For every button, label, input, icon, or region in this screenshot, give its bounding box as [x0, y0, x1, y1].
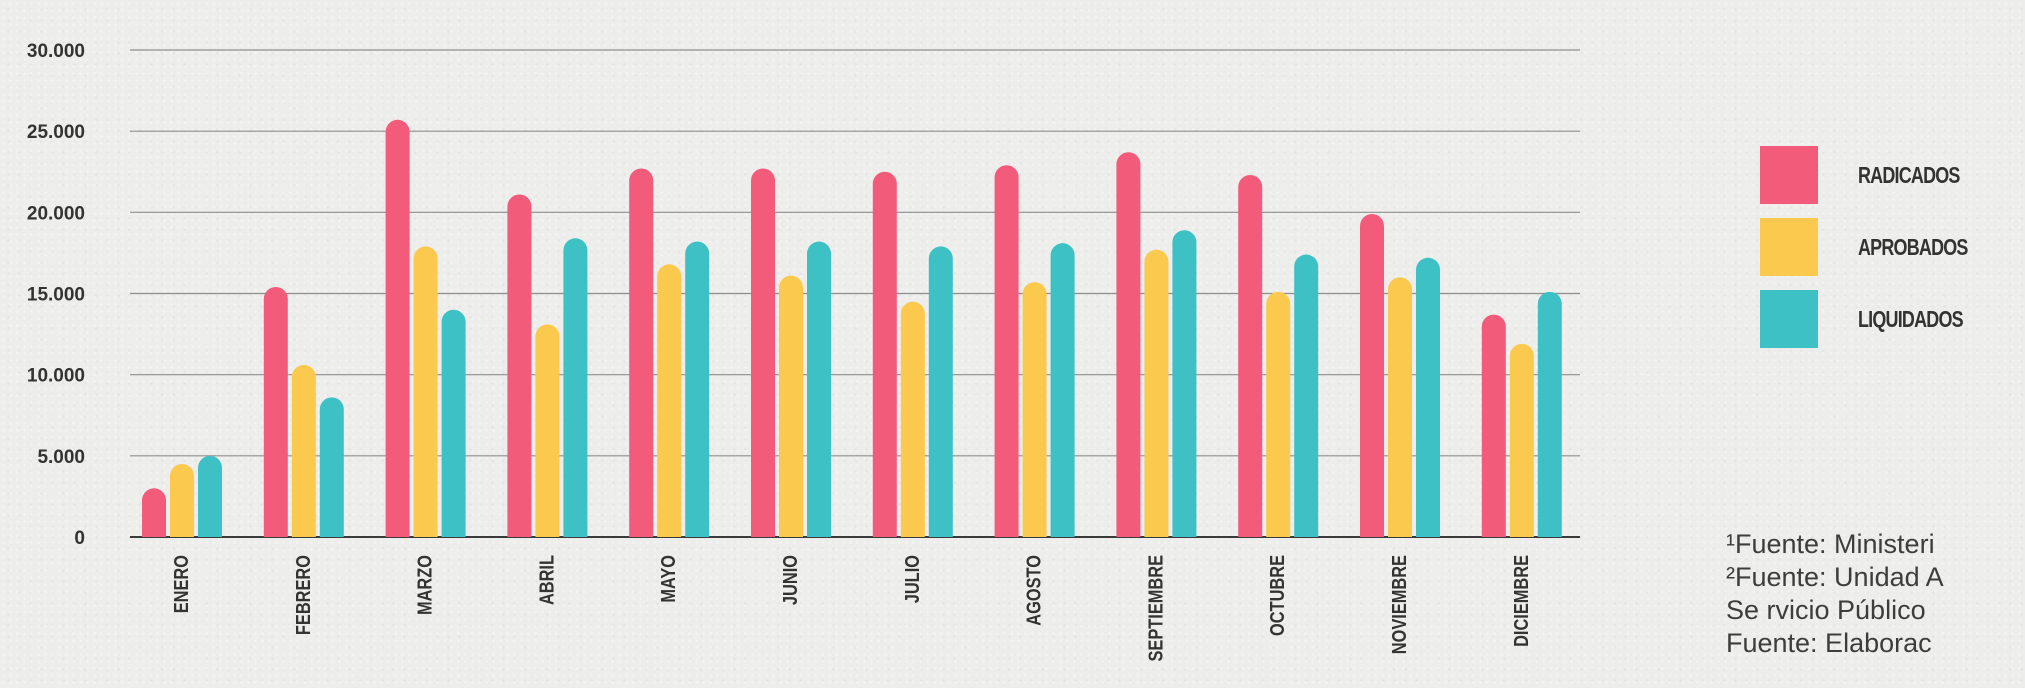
bar-aprobados-febrero	[291, 364, 316, 537]
bar-aprobados-enero	[170, 463, 194, 537]
x-axis-category-labels: ENERO FEBRERO MARZO ABRIL MAYO JUNIO JULIO AGOS…	[169, 555, 1532, 661]
bars	[142, 119, 1562, 538]
x-category-label: MAYO	[657, 555, 680, 603]
x-category-label: ABRIL	[535, 555, 558, 605]
y-tick-label: 25.000	[27, 122, 85, 143]
source-note-2: ²Fuente: Unidad A	[1726, 562, 1944, 592]
x-category-label: SEPTIEMBRE	[1144, 555, 1167, 661]
bar-radicados-noviembre	[1360, 213, 1384, 538]
bar-aprobados-marzo	[413, 246, 438, 537]
gridlines	[130, 49, 1580, 538]
y-tick-label: 5.000	[37, 447, 85, 468]
bar-radicados-junio	[751, 168, 775, 537]
bar-aprobados-mayo	[657, 264, 682, 537]
bar-aprobados-diciembre	[1509, 343, 1534, 537]
y-tick-label: 10.000	[27, 366, 85, 387]
legend: RADICADOS APROBADOS LIQUIDADOS	[1760, 0, 2025, 420]
bar-aprobados-abril	[535, 324, 560, 537]
bar-liquidados-diciembre	[1537, 291, 1562, 537]
bar-liquidados-septiembre	[1172, 230, 1197, 537]
bar-radicados-abril	[507, 194, 532, 538]
bar-liquidados-mayo	[685, 241, 710, 537]
legend-label-aprobados: APROBADOS	[1858, 234, 1968, 260]
legend-swatch-liquidados	[1760, 290, 1818, 348]
x-category-label: JULIO	[900, 555, 923, 603]
bar-radicados-octubre	[1238, 174, 1263, 537]
bar-chart: 0 5.000 10.000 15.000 20.000 25.000 30.000 ENE…	[27, 41, 1580, 661]
legend-swatch-aprobados	[1760, 218, 1818, 276]
bar-aprobados-noviembre	[1388, 277, 1412, 537]
bar-radicados-febrero	[263, 287, 288, 537]
legend-item-aprobados: APROBADOS	[1760, 218, 2025, 278]
legend-label-liquidados: LIQUIDADOS	[1858, 306, 1964, 332]
bar-liquidados-abril	[563, 238, 588, 537]
bar-aprobados-agosto	[1022, 282, 1047, 537]
bar-liquidados-noviembre	[1416, 257, 1440, 537]
y-tick-label: 0	[74, 528, 85, 549]
y-axis-tick-labels: 0 5.000 10.000 15.000 20.000 25.000 30.000	[27, 41, 85, 549]
bar-radicados-diciembre	[1481, 314, 1506, 537]
x-category-label: NOVIEMBRE	[1387, 555, 1410, 654]
source-note-4: Fuente: Elaborac	[1726, 628, 1932, 658]
legend-item-liquidados: LIQUIDADOS	[1760, 290, 2025, 350]
legend-item-radicados: RADICADOS	[1760, 146, 2025, 206]
bar-aprobados-julio	[900, 301, 925, 537]
bar-liquidados-agosto	[1050, 243, 1075, 537]
x-category-label: ENERO	[169, 555, 192, 613]
bar-liquidados-enero	[198, 455, 222, 537]
legend-label-radicados: RADICADOS	[1858, 162, 1960, 188]
bar-liquidados-octubre	[1294, 254, 1319, 537]
bar-liquidados-junio	[807, 241, 831, 537]
bar-aprobados-septiembre	[1144, 249, 1169, 537]
bar-radicados-agosto	[994, 165, 1019, 538]
source-notes: ¹Fuente: Ministeri ²Fuente: Unidad A Se …	[1726, 528, 2025, 688]
x-category-label: FEBRERO	[291, 555, 314, 635]
x-category-label: AGOSTO	[1022, 555, 1045, 626]
bar-radicados-marzo	[385, 119, 410, 537]
source-note-3: Se rvicio Público	[1726, 595, 1926, 625]
bar-liquidados-marzo	[441, 309, 466, 537]
y-tick-label: 30.000	[27, 41, 85, 62]
bar-aprobados-junio	[779, 275, 803, 537]
bar-liquidados-febrero	[319, 397, 344, 537]
source-note-1: ¹Fuente: Ministeri	[1726, 529, 1935, 559]
y-tick-label: 20.000	[27, 203, 85, 224]
x-category-label: MARZO	[413, 555, 436, 615]
x-category-label: DICIEMBRE	[1509, 555, 1532, 647]
x-category-label: OCTUBRE	[1266, 555, 1289, 636]
y-tick-label: 15.000	[27, 285, 85, 306]
bar-radicados-enero	[142, 488, 166, 537]
bar-liquidados-julio	[928, 246, 953, 537]
bar-radicados-mayo	[629, 168, 654, 537]
bar-radicados-septiembre	[1116, 152, 1141, 537]
bar-radicados-julio	[872, 171, 897, 537]
legend-swatch-radicados	[1760, 146, 1818, 204]
bar-aprobados-octubre	[1266, 291, 1291, 537]
x-category-label: JUNIO	[778, 555, 801, 605]
